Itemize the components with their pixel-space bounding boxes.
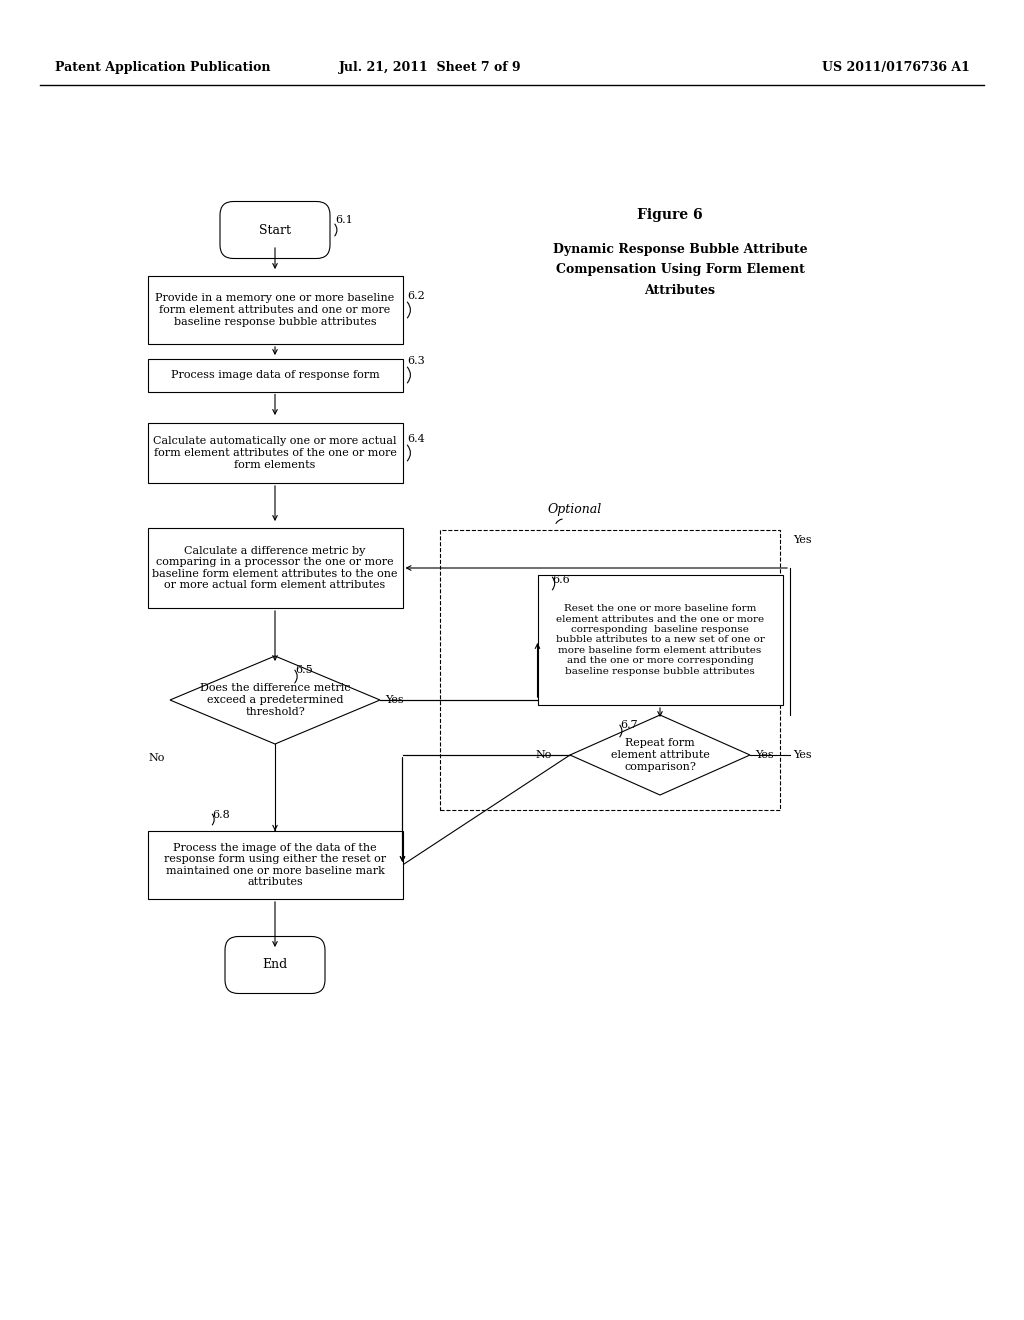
Text: 6.5: 6.5 [295, 665, 312, 675]
Bar [147, 528, 402, 609]
Text: Start: Start [259, 223, 291, 236]
Bar [147, 832, 402, 899]
Text: Reset the one or more baseline form
element attributes and the one or more
corre: Reset the one or more baseline form elem… [556, 605, 765, 676]
Text: 6.3: 6.3 [408, 356, 425, 366]
Text: 6.2: 6.2 [408, 290, 425, 301]
Text: Optional: Optional [548, 503, 602, 516]
Text: 6.7: 6.7 [620, 719, 638, 730]
Polygon shape [170, 656, 380, 744]
Text: No: No [148, 752, 165, 763]
Text: US 2011/0176736 A1: US 2011/0176736 A1 [822, 62, 970, 74]
Text: No: No [535, 750, 551, 760]
Text: Yes: Yes [793, 750, 812, 760]
Text: Yes: Yes [793, 535, 812, 545]
Bar [440, 531, 780, 810]
Text: Compensation Using Form Element: Compensation Using Form Element [556, 264, 805, 276]
Text: Calculate a difference metric by
comparing in a processor the one or more
baseli: Calculate a difference metric by compari… [153, 545, 397, 590]
Bar [538, 576, 782, 705]
Text: Attributes: Attributes [644, 284, 716, 297]
Polygon shape [570, 715, 750, 795]
Text: Yes: Yes [385, 696, 403, 705]
Text: Patent Application Publication: Patent Application Publication [55, 62, 270, 74]
Text: Calculate automatically one or more actual
form element attributes of the one or: Calculate automatically one or more actu… [154, 437, 396, 470]
Text: Dynamic Response Bubble Attribute: Dynamic Response Bubble Attribute [553, 243, 807, 256]
Text: 6.8: 6.8 [213, 810, 230, 820]
FancyBboxPatch shape [225, 936, 325, 994]
Text: Figure 6: Figure 6 [637, 209, 702, 222]
Text: Process the image of the data of the
response form using either the reset or
mai: Process the image of the data of the res… [164, 842, 386, 887]
Bar [147, 422, 402, 483]
FancyBboxPatch shape [220, 202, 330, 259]
Text: Provide in a memory one or more baseline
form element attributes and one or more: Provide in a memory one or more baseline… [156, 293, 394, 326]
Bar [147, 276, 402, 345]
Text: 6.1: 6.1 [335, 215, 352, 224]
Text: Jul. 21, 2011  Sheet 7 of 9: Jul. 21, 2011 Sheet 7 of 9 [339, 62, 521, 74]
Text: 6.6: 6.6 [553, 576, 570, 585]
Text: 6.4: 6.4 [408, 434, 425, 444]
Text: Process image data of response form: Process image data of response form [171, 370, 379, 380]
Bar [147, 359, 402, 392]
Text: Repeat form
element attribute
comparison?: Repeat form element attribute comparison… [610, 738, 710, 772]
Text: Does the difference metric
exceed a predetermined
threshold?: Does the difference metric exceed a pred… [200, 684, 350, 717]
Text: Yes: Yes [755, 750, 773, 760]
Text: End: End [262, 958, 288, 972]
